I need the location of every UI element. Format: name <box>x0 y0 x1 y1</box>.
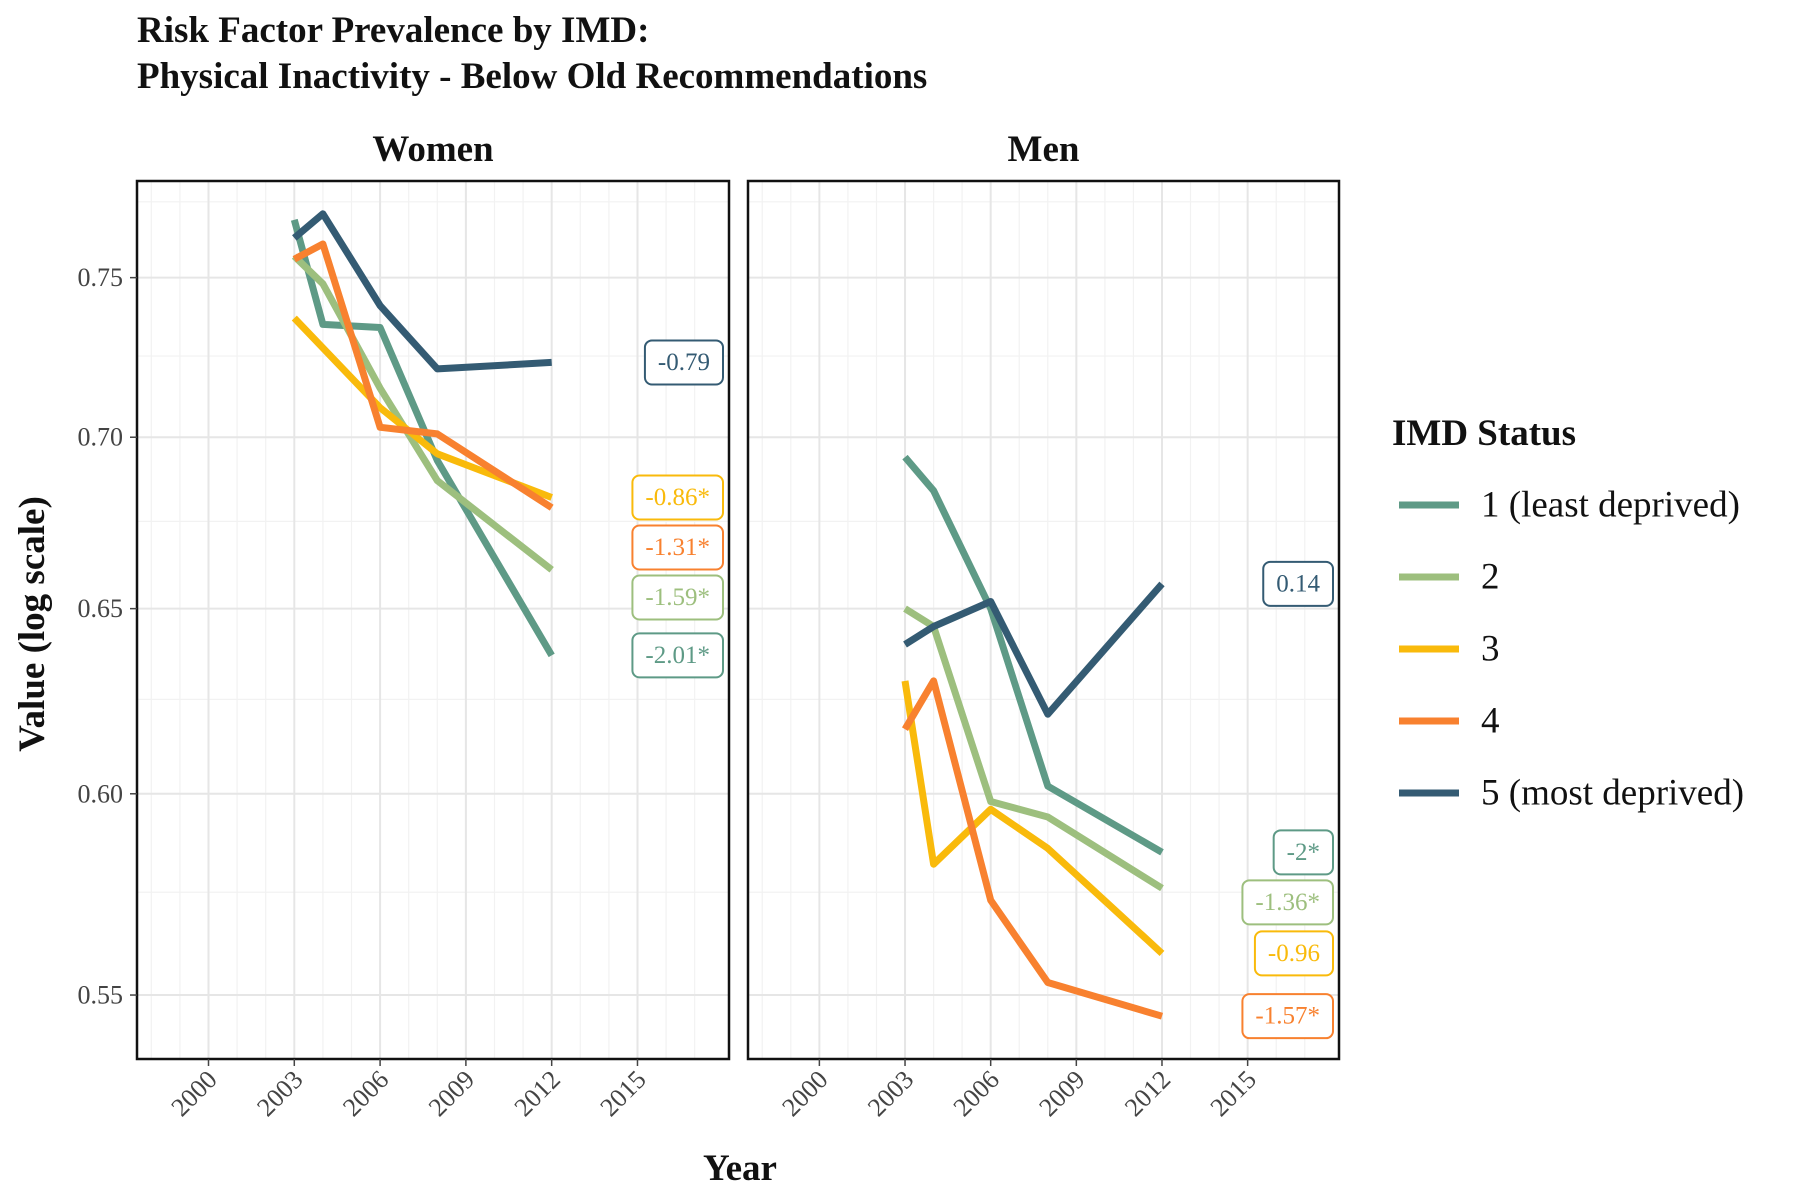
trend-label-text: -0.79 <box>658 349 710 376</box>
x-tick-label: 2009 <box>423 1065 480 1122</box>
series-line <box>901 680 1165 956</box>
gridlines <box>748 181 1339 1059</box>
series-line <box>903 581 1165 718</box>
y-tick-label: 0.75 <box>78 263 124 292</box>
trend-label-box <box>1272 829 1334 876</box>
trend-label-box <box>643 339 724 386</box>
legend-item: 1 (least deprived) <box>1399 485 1740 526</box>
legend-item: 2 <box>1399 557 1500 598</box>
series-line <box>290 218 555 658</box>
trend-label-text: -1.36* <box>1255 889 1320 916</box>
panel-border <box>135 179 731 1061</box>
trend-label: -1.36* <box>1241 879 1334 926</box>
series-line <box>291 315 553 501</box>
x-tick-label: 2015 <box>1205 1065 1262 1122</box>
legend-items: 1 (least deprived) 2 3 4 5 (most deprived) <box>1399 485 1744 814</box>
panel-border <box>746 179 1341 1061</box>
series-line <box>292 240 554 511</box>
trend-label: -2.01* <box>631 632 724 679</box>
trend-label-box <box>631 632 724 679</box>
x-tick-label: 2003 <box>251 1065 308 1122</box>
trend-label-text: -0.96 <box>1268 940 1320 967</box>
x-tick-label: 2006 <box>948 1065 1005 1122</box>
x-tick-label: 2012 <box>1119 1065 1176 1122</box>
trend-label-box <box>631 574 724 621</box>
panel-title: Men <box>1008 129 1080 170</box>
trend-label-text: -0.86* <box>645 484 710 511</box>
trend-label-box <box>631 524 724 571</box>
x-axis-title: Year <box>703 1148 777 1189</box>
x-tick-label: 2000 <box>776 1065 833 1122</box>
legend-label: 3 <box>1481 629 1500 670</box>
x-tick-label: 2012 <box>509 1065 566 1122</box>
legend-item: 5 (most deprived) <box>1399 773 1744 814</box>
legend-label: 4 <box>1481 701 1500 742</box>
series-line <box>901 677 1163 1020</box>
x-axis-ticks: 2000 2003 2006 2009 2012 2015 <box>165 1059 652 1122</box>
series-line <box>291 253 554 573</box>
x-tick-label: 2009 <box>1033 1065 1090 1122</box>
legend-label: 1 (least deprived) <box>1481 485 1740 526</box>
trend-label: -1.57* <box>1241 993 1334 1040</box>
y-axis-ticks: 0.55 0.60 0.65 0.70 0.75 <box>78 263 137 1010</box>
trend-labels: -2.01* -1.59* -0.86* -1.31* -0.79 <box>631 339 724 679</box>
trend-label: 0.14 <box>1262 560 1334 607</box>
trend-label: -1.59* <box>631 574 724 621</box>
x-tick-label: 2006 <box>337 1065 394 1122</box>
x-tick-label: 2000 <box>165 1065 222 1122</box>
series-lines <box>901 454 1165 1020</box>
trend-label-box <box>1241 993 1334 1040</box>
trend-label: -0.79 <box>643 339 724 386</box>
trend-label-text: -2.01* <box>645 642 710 669</box>
chart-title: Risk Factor Prevalence by IMD: <box>137 10 649 51</box>
series-lines <box>290 210 555 658</box>
trend-label: -0.86* <box>631 474 724 521</box>
y-tick-label: 0.70 <box>78 423 124 452</box>
trend-labels: -2* -1.36* -0.96 -1.57* 0.14 <box>1241 560 1334 1040</box>
trend-label-box <box>1262 560 1334 607</box>
x-axis-ticks: 2000 2003 2006 2009 2012 2015 <box>776 1059 1262 1122</box>
x-tick-label: 2015 <box>594 1065 651 1122</box>
trend-label-text: -1.57* <box>1255 1003 1320 1030</box>
series-line <box>292 210 552 373</box>
trend-label-text: -1.59* <box>645 584 710 611</box>
legend-label: 2 <box>1481 557 1500 598</box>
y-tick-label: 0.60 <box>78 779 124 808</box>
legend-title: IMD Status <box>1392 413 1576 454</box>
legend-label: 5 (most deprived) <box>1481 773 1744 814</box>
trend-label-box <box>1253 930 1334 977</box>
chart-subtitle: Physical Inactivity - Below Old Recommen… <box>137 56 927 97</box>
legend-item: 3 <box>1399 629 1500 670</box>
trend-label-box <box>1241 879 1334 926</box>
trend-label-text: 0.14 <box>1276 570 1320 597</box>
legend-item: 4 <box>1399 701 1500 742</box>
trend-label: -0.96 <box>1253 930 1334 977</box>
legend: IMD Status 1 (least deprived) 2 3 4 5 (most … <box>1392 413 1744 814</box>
y-tick-label: 0.55 <box>78 981 124 1010</box>
x-tick-label: 2003 <box>862 1065 919 1122</box>
trend-label-text: -2* <box>1287 839 1320 866</box>
panel-title: Women <box>372 129 494 170</box>
trend-label: -1.31* <box>631 524 724 571</box>
series-line <box>903 605 1164 892</box>
y-axis-title: Value (log scale) <box>12 496 53 752</box>
trend-label: -2* <box>1272 829 1334 876</box>
trend-label-text: -1.31* <box>645 534 710 561</box>
trend-label-box <box>631 474 724 521</box>
y-tick-label: 0.65 <box>78 594 124 623</box>
